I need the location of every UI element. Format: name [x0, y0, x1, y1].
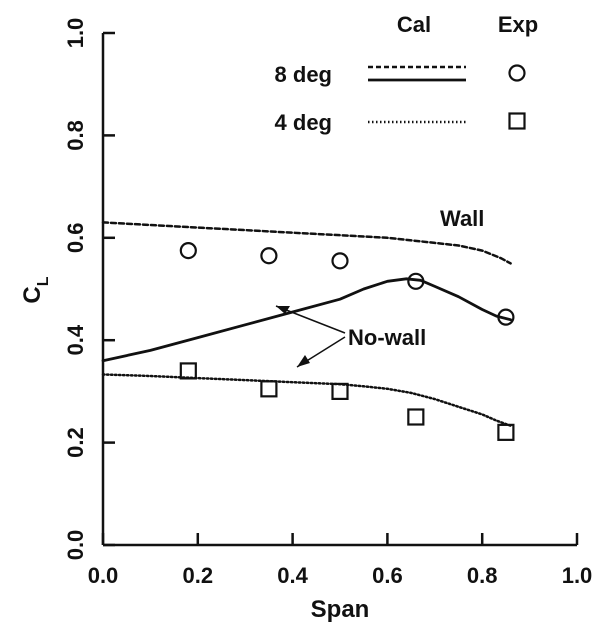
- data-point-square: [407, 408, 425, 426]
- legend-marker-square: [508, 112, 526, 130]
- y-axis-label-subscript: L: [35, 276, 52, 286]
- legend-label-4deg: 4 deg: [275, 110, 332, 135]
- x-tick-label: 1.0: [562, 563, 593, 588]
- series-layer: [101, 221, 512, 427]
- data-point-square: [260, 380, 278, 398]
- data-point-circle: [331, 252, 349, 270]
- annotation-arrowhead-solid: [276, 306, 290, 314]
- y-tick-label: 0.0: [63, 530, 88, 561]
- series-line-dotted: [101, 373, 512, 427]
- annotation-wall: Wall: [440, 206, 484, 231]
- data-point-circle: [407, 272, 425, 290]
- markers-layer: [179, 242, 515, 441]
- data-point-square: [497, 423, 515, 441]
- y-tick-label: 0.6: [63, 223, 88, 254]
- x-axis-label: Span: [311, 596, 370, 623]
- legend-label-8deg: 8 deg: [275, 62, 332, 87]
- y-tick-label: 0.8: [63, 120, 88, 151]
- x-tick-label: 0.0: [88, 563, 119, 588]
- series-line-dashed: [101, 221, 512, 265]
- legend-header-cal: Cal: [397, 12, 431, 37]
- series-line-solid: [101, 277, 512, 363]
- legend-header-exp: Exp: [498, 12, 538, 37]
- annotation-arrowhead-dotted: [297, 355, 310, 367]
- x-tick-label: 0.8: [467, 563, 498, 588]
- y-axis-label: CL: [19, 276, 52, 303]
- legend: Cal Exp 8 deg 4 deg: [275, 12, 539, 135]
- legend-marker-circle: [508, 64, 526, 82]
- y-tick-label: 1.0: [63, 18, 88, 49]
- y-tick-label: 0.2: [63, 427, 88, 458]
- y-tick-label: 0.4: [63, 324, 88, 355]
- data-point-circle: [497, 308, 515, 326]
- annotation-arrow-solid: [275, 305, 346, 334]
- axes: [101, 33, 577, 547]
- annotations: Wall No-wall: [275, 206, 484, 368]
- y-axis-label-main: C: [19, 286, 46, 303]
- x-tick-label: 0.6: [372, 563, 403, 588]
- x-tick-label: 0.2: [183, 563, 214, 588]
- ticks: 0.0 0.2 0.4 0.6 0.8 1.0 0.0 0.2 0.4 0.6 0.8 1.0: [63, 18, 592, 588]
- data-point-square: [179, 362, 197, 380]
- x-tick-label: 0.4: [277, 563, 308, 588]
- data-point-circle: [179, 242, 197, 260]
- annotation-no-wall: No-wall: [348, 325, 426, 350]
- data-point-circle: [260, 247, 278, 265]
- data-point-square: [331, 382, 349, 400]
